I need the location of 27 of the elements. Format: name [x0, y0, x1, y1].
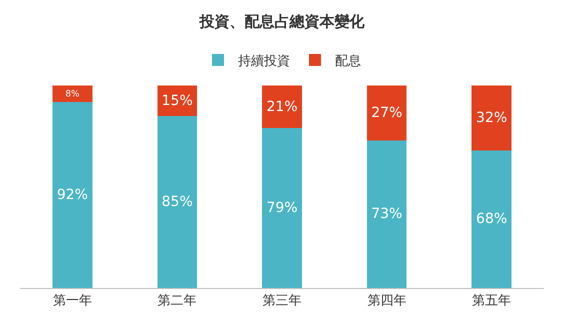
bar [52, 102, 92, 288]
x-tick-label: 第二年 [158, 294, 197, 309]
bar [52, 86, 92, 102]
chart-title: 投資、配息占總資本變化 [198, 12, 366, 31]
legend-label: 配息 [335, 54, 361, 70]
legend-label: 持續投資 [238, 54, 290, 70]
data-label: 21% [266, 98, 298, 115]
bar [472, 150, 512, 288]
bar [157, 116, 198, 288]
data-label: 32% [476, 110, 508, 126]
data-label: 8% [65, 89, 80, 100]
bar [366, 86, 407, 140]
bar [472, 86, 512, 150]
data-label: 92% [56, 186, 88, 203]
x-tick-label: 第三年 [262, 294, 302, 309]
data-label: 68% [476, 211, 508, 228]
bar [366, 140, 407, 288]
bar [262, 128, 302, 288]
data-label: 15% [162, 92, 193, 109]
data-label: 79% [266, 200, 298, 216]
data-label: 27% [371, 104, 402, 121]
bar [262, 86, 302, 128]
x-tick-label: 第四年 [367, 294, 406, 309]
data-label: 85% [162, 194, 193, 210]
x-tick-label: 第一年 [52, 294, 92, 309]
data-label: 73% [371, 206, 402, 222]
x-tick-label: 第五年 [472, 294, 512, 309]
